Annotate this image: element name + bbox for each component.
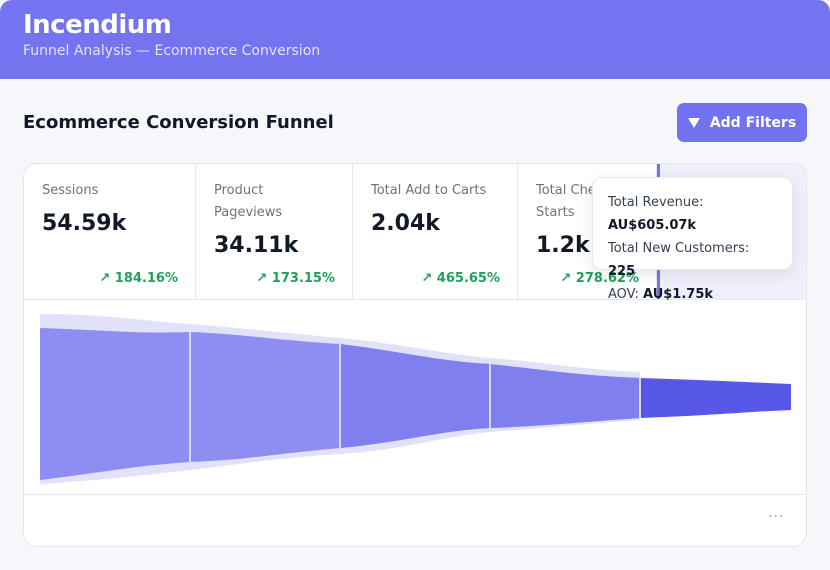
app-subtitle: Funnel Analysis — Ecommerce Conversion: [23, 43, 321, 59]
tooltip-revenue: Total Revenue: AU$605.07k: [608, 195, 704, 233]
metric-change: ↗ 465.65%: [421, 271, 500, 286]
metric-label: Total Che Starts: [536, 183, 596, 220]
metric-value: 54.59k: [42, 211, 127, 236]
funnel-svg: [40, 314, 791, 484]
funnel-chart: [24, 299, 806, 495]
metric-sessions[interactable]: Sessions 54.59k ↗ 184.16%: [24, 164, 196, 299]
metric-label: Sessions: [42, 183, 99, 198]
add-filters-button[interactable]: Add Filters: [677, 103, 807, 142]
metric-product-pageviews[interactable]: Product Pageviews 34.11k ↗ 173.15%: [196, 164, 353, 299]
metric-add-to-carts[interactable]: Total Add to Carts 2.04k ↗ 465.65%: [353, 164, 518, 299]
app-title: Incendium: [23, 10, 172, 40]
filter-icon: [687, 117, 700, 128]
tooltip-customers: Total New Customers: 225: [608, 241, 750, 279]
metric-tooltip: Total Revenue: AU$605.07k Total New Cust…: [592, 177, 793, 302]
add-filters-label: Add Filters: [709, 114, 797, 131]
funnel-final-stage: [640, 378, 791, 418]
metric-change: ↗ 173.15%: [256, 271, 335, 286]
page-title: Ecommerce Conversion Funnel: [23, 112, 334, 133]
metric-value: 2.04k: [371, 211, 440, 236]
metric-value: 34.11k: [214, 233, 299, 258]
tooltip-aov: AOV: AU$1.75k: [608, 287, 714, 302]
metric-value: 1.2k: [536, 233, 590, 258]
metric-change: ↗ 278.62%: [560, 271, 639, 286]
metric-label: Product Pageviews: [214, 183, 283, 220]
metric-change: ↗ 184.16%: [99, 271, 178, 286]
app-header: Incendium Funnel Analysis — Ecommerce Co…: [0, 0, 830, 79]
more-options-icon[interactable]: ···: [768, 509, 785, 525]
metric-label: Total Add to Carts: [371, 183, 487, 198]
